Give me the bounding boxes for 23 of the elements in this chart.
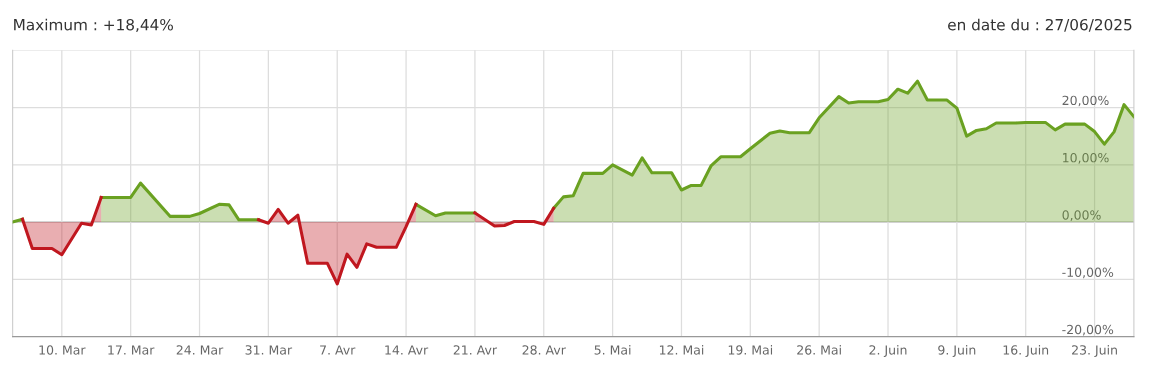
x-tick-label: 21. Avr	[453, 345, 498, 355]
x-tick-label: 7. Avr	[320, 345, 356, 355]
y-tick-label: 10,00%	[1063, 152, 1109, 164]
y-tick-label: -20,00%	[1062, 324, 1114, 336]
x-tick-label: 19. Mai	[728, 344, 773, 355]
x-tick-label: 28. Avr	[522, 345, 566, 355]
chart-title: Maximum : +18,44%	[14, 18, 173, 33]
x-tick-label: 14. Avr	[385, 345, 429, 355]
x-tick-label: 5. Mai	[594, 344, 631, 355]
x-tick-label: 10. Mar	[39, 345, 86, 355]
x-tick-label: 2. Juin	[869, 344, 907, 357]
x-tick-label: 23. Juin	[1072, 344, 1117, 357]
x-tick-label: 31. Mar	[245, 345, 293, 355]
x-tick-label: 24. Mar	[176, 345, 224, 355]
text: en date du : 27/06/2025	[948, 18, 1132, 32]
x-tick-label: 16. Juin	[1003, 344, 1049, 357]
x-tick-label: 12. Mai	[659, 344, 704, 355]
y-tick-label: 0,00%	[1062, 210, 1101, 221]
x-tick-label: 26. Mai	[797, 344, 841, 355]
y-tick-label: 20,00%	[1062, 95, 1109, 107]
x-tick-label: 9. Juin	[938, 344, 976, 357]
y-tick-label: -10,00%	[1062, 267, 1114, 279]
x-tick-label: 17. Mar	[108, 345, 155, 355]
